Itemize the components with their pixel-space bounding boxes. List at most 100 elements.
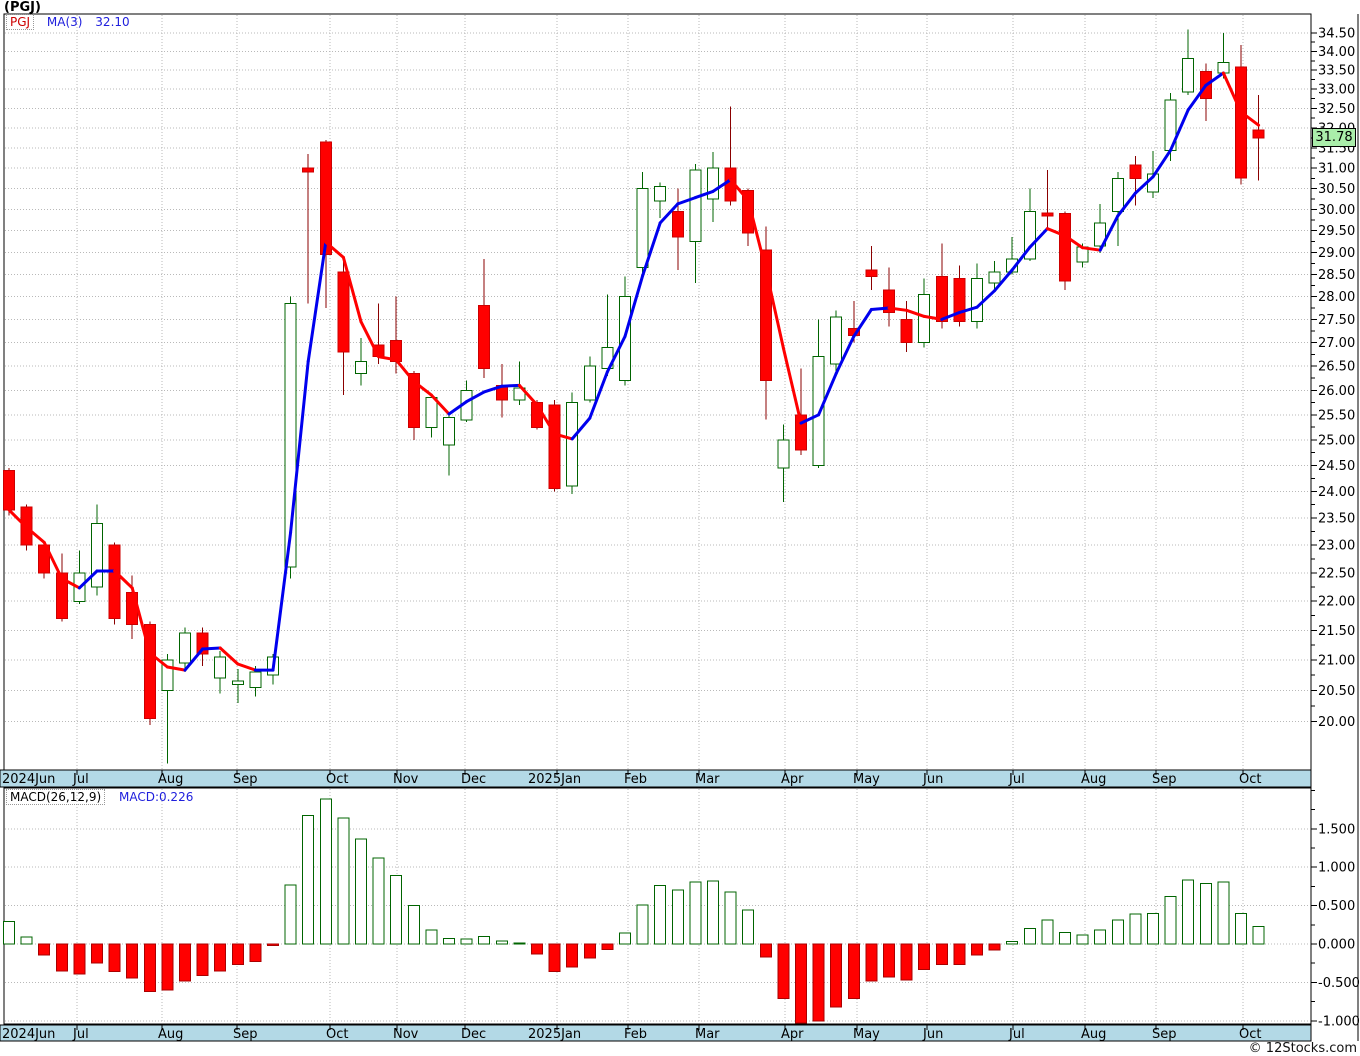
ma-segment — [940, 311, 961, 321]
macd-value-label: MACD:0.226 — [118, 790, 194, 804]
ma-segment — [465, 390, 486, 404]
month-label: Mar — [695, 772, 720, 787]
macd-bar — [355, 838, 367, 945]
ma-segment — [1239, 110, 1261, 127]
candle-body — [179, 632, 191, 664]
ma-segment — [535, 403, 557, 436]
candle-body — [777, 439, 790, 469]
candle-body — [108, 544, 121, 620]
macd-legend: MACD(26,12,9) MACD:0.226 — [6, 789, 194, 805]
macd-bar — [108, 943, 121, 973]
candle-body — [689, 169, 702, 243]
macd-bar — [495, 940, 508, 945]
ma-segment — [1204, 71, 1225, 87]
month-label: Oct — [326, 772, 348, 787]
price-axis-label: 20.50 — [1318, 684, 1355, 699]
macd-bar — [73, 943, 86, 975]
ma-segment — [394, 358, 416, 383]
macd-bar — [1235, 912, 1247, 945]
candle-body — [284, 302, 297, 568]
candle-body — [319, 141, 332, 255]
ma-segment — [341, 255, 363, 324]
price-axis-label: 25.50 — [1318, 408, 1355, 423]
month-label: Aug — [1081, 1027, 1106, 1042]
month-label: Jul — [1008, 772, 1025, 787]
ma-segment — [746, 198, 768, 271]
ma-segment — [218, 646, 240, 666]
macd-bar — [531, 943, 543, 955]
macd-bar — [513, 942, 526, 945]
ma-segment — [641, 221, 662, 278]
price-axis-label: 27.00 — [1318, 336, 1355, 351]
month-label: Feb — [624, 772, 647, 787]
candle-body — [548, 404, 561, 490]
ma-segment — [1081, 246, 1102, 252]
ma-segment — [623, 274, 645, 338]
candle-body — [1129, 164, 1142, 179]
macd-bar — [302, 815, 315, 945]
candle-body — [231, 680, 244, 685]
macd-bar — [390, 875, 403, 945]
ma-segment — [42, 540, 64, 580]
candle-body — [900, 318, 913, 344]
ma-segment — [1010, 245, 1032, 272]
month-label: 2025Jan — [528, 772, 581, 787]
price-axis-label: 24.50 — [1318, 459, 1355, 474]
ma-segment — [201, 646, 222, 651]
candle-body — [214, 656, 227, 679]
ma-segment — [1186, 83, 1208, 112]
price-axis-label: 33.50 — [1318, 64, 1355, 79]
ma-segment — [817, 371, 838, 417]
month-label: Sep — [233, 1027, 258, 1042]
macd-bar — [319, 798, 332, 945]
candle-body — [953, 278, 966, 323]
macd-bar — [1129, 913, 1142, 945]
candle-body — [161, 659, 174, 691]
watermark: © 12Stocks.com — [1248, 1041, 1357, 1056]
month-label: May — [853, 772, 880, 787]
macd-bar — [91, 943, 103, 964]
ma-segment — [130, 586, 152, 655]
candle-body — [91, 522, 103, 588]
macd-bar — [38, 943, 51, 956]
ma-segment — [605, 334, 627, 374]
month-label: Apr — [781, 1027, 804, 1042]
candle-body — [196, 632, 209, 655]
candle-body — [1252, 129, 1265, 139]
price-axis-label: 21.50 — [1318, 624, 1355, 639]
ma-segment — [553, 432, 574, 441]
month-label: Aug — [158, 772, 183, 787]
ma-segment — [711, 178, 733, 193]
ma-segment — [1133, 175, 1155, 195]
price-axis-label: 33.00 — [1318, 83, 1355, 98]
ma-segment — [359, 320, 381, 359]
ma-segment — [148, 651, 169, 669]
macd-bar — [372, 857, 385, 945]
macd-bar — [196, 943, 209, 976]
ma-segment — [500, 383, 521, 388]
candle-body — [795, 414, 807, 451]
macd-axis-label: 0.500 — [1318, 899, 1355, 914]
macd-bar — [267, 943, 279, 946]
month-label: Sep — [1152, 772, 1177, 787]
macd-bar — [231, 943, 244, 966]
price-axis-label: 28.50 — [1318, 268, 1355, 283]
ma-segment — [1169, 108, 1190, 152]
macd-bar — [3, 921, 15, 945]
current-price-marker: 31.78 — [1312, 128, 1356, 147]
macd-bar — [1217, 881, 1230, 945]
month-label: Mar — [695, 1027, 720, 1042]
month-label: Jul — [72, 1027, 89, 1042]
candle-body — [513, 387, 526, 401]
candle-body — [883, 289, 895, 313]
price-axis-label: 28.00 — [1318, 290, 1355, 305]
macd-bar — [671, 889, 684, 945]
price-axis-label: 29.50 — [1318, 224, 1355, 239]
macd-axis: 1.500 1.000 0.500 0.000 -0.500 -1.000 — [1311, 789, 1360, 1029]
month-label: Oct — [1239, 1027, 1261, 1042]
macd-bar — [214, 943, 227, 972]
macd-bar — [583, 943, 596, 959]
candle-body — [1182, 58, 1195, 93]
month-label: Jun — [922, 772, 943, 787]
candle-body — [988, 271, 1001, 284]
